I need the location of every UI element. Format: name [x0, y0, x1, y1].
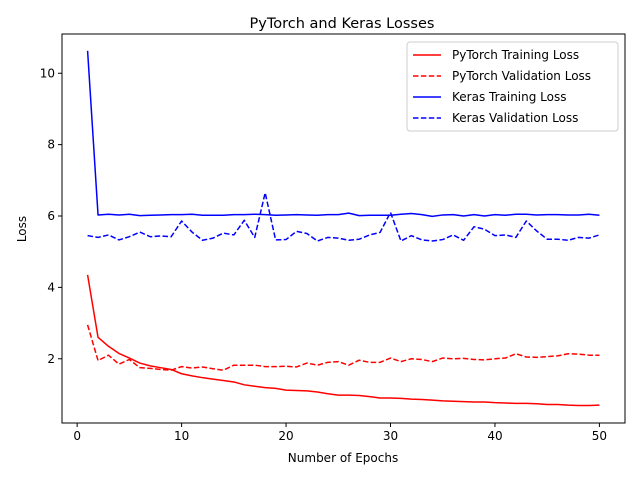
tick-layer: 0 10 20 30 40 50 2 4 6 8 10 [40, 66, 607, 443]
y-tick-label: 6 [47, 209, 55, 223]
series-line-keras-training-loss [86, 50, 600, 218]
chart-title: PyTorch and Keras Losses [250, 16, 435, 32]
y-axis-title: Loss [15, 216, 29, 242]
x-tick-label: 50 [592, 429, 607, 443]
series-line-pytorch-validation-loss [86, 324, 600, 371]
y-tick-label: 4 [47, 280, 55, 294]
legend: PyTorch Training Loss PyTorch Validation … [406, 41, 619, 132]
x-tick-label: 10 [174, 429, 189, 443]
x-tick-label: 0 [73, 429, 81, 443]
legend-label: Keras Training Loss [452, 90, 567, 104]
legend-label: Keras Validation Loss [452, 111, 578, 125]
legend-frame [406, 41, 619, 132]
plot-frame [61, 33, 626, 424]
plot-area [86, 50, 600, 407]
legend-label: PyTorch Training Loss [452, 48, 579, 62]
y-tick-label: 8 [47, 138, 55, 152]
legend-entries: PyTorch Training Loss PyTorch Validation … [413, 48, 591, 125]
x-axis-title: Number of Epochs [288, 451, 398, 465]
x-tick-label: 20 [278, 429, 293, 443]
series-line-keras-validation-loss [87, 192, 600, 242]
x-tick-label: 40 [487, 429, 502, 443]
y-tick-label: 10 [40, 66, 55, 80]
legend-label: PyTorch Validation Loss [452, 69, 591, 83]
y-tick-label: 2 [47, 352, 55, 366]
x-tick-label: 30 [383, 429, 398, 443]
series-layer [86, 50, 600, 407]
